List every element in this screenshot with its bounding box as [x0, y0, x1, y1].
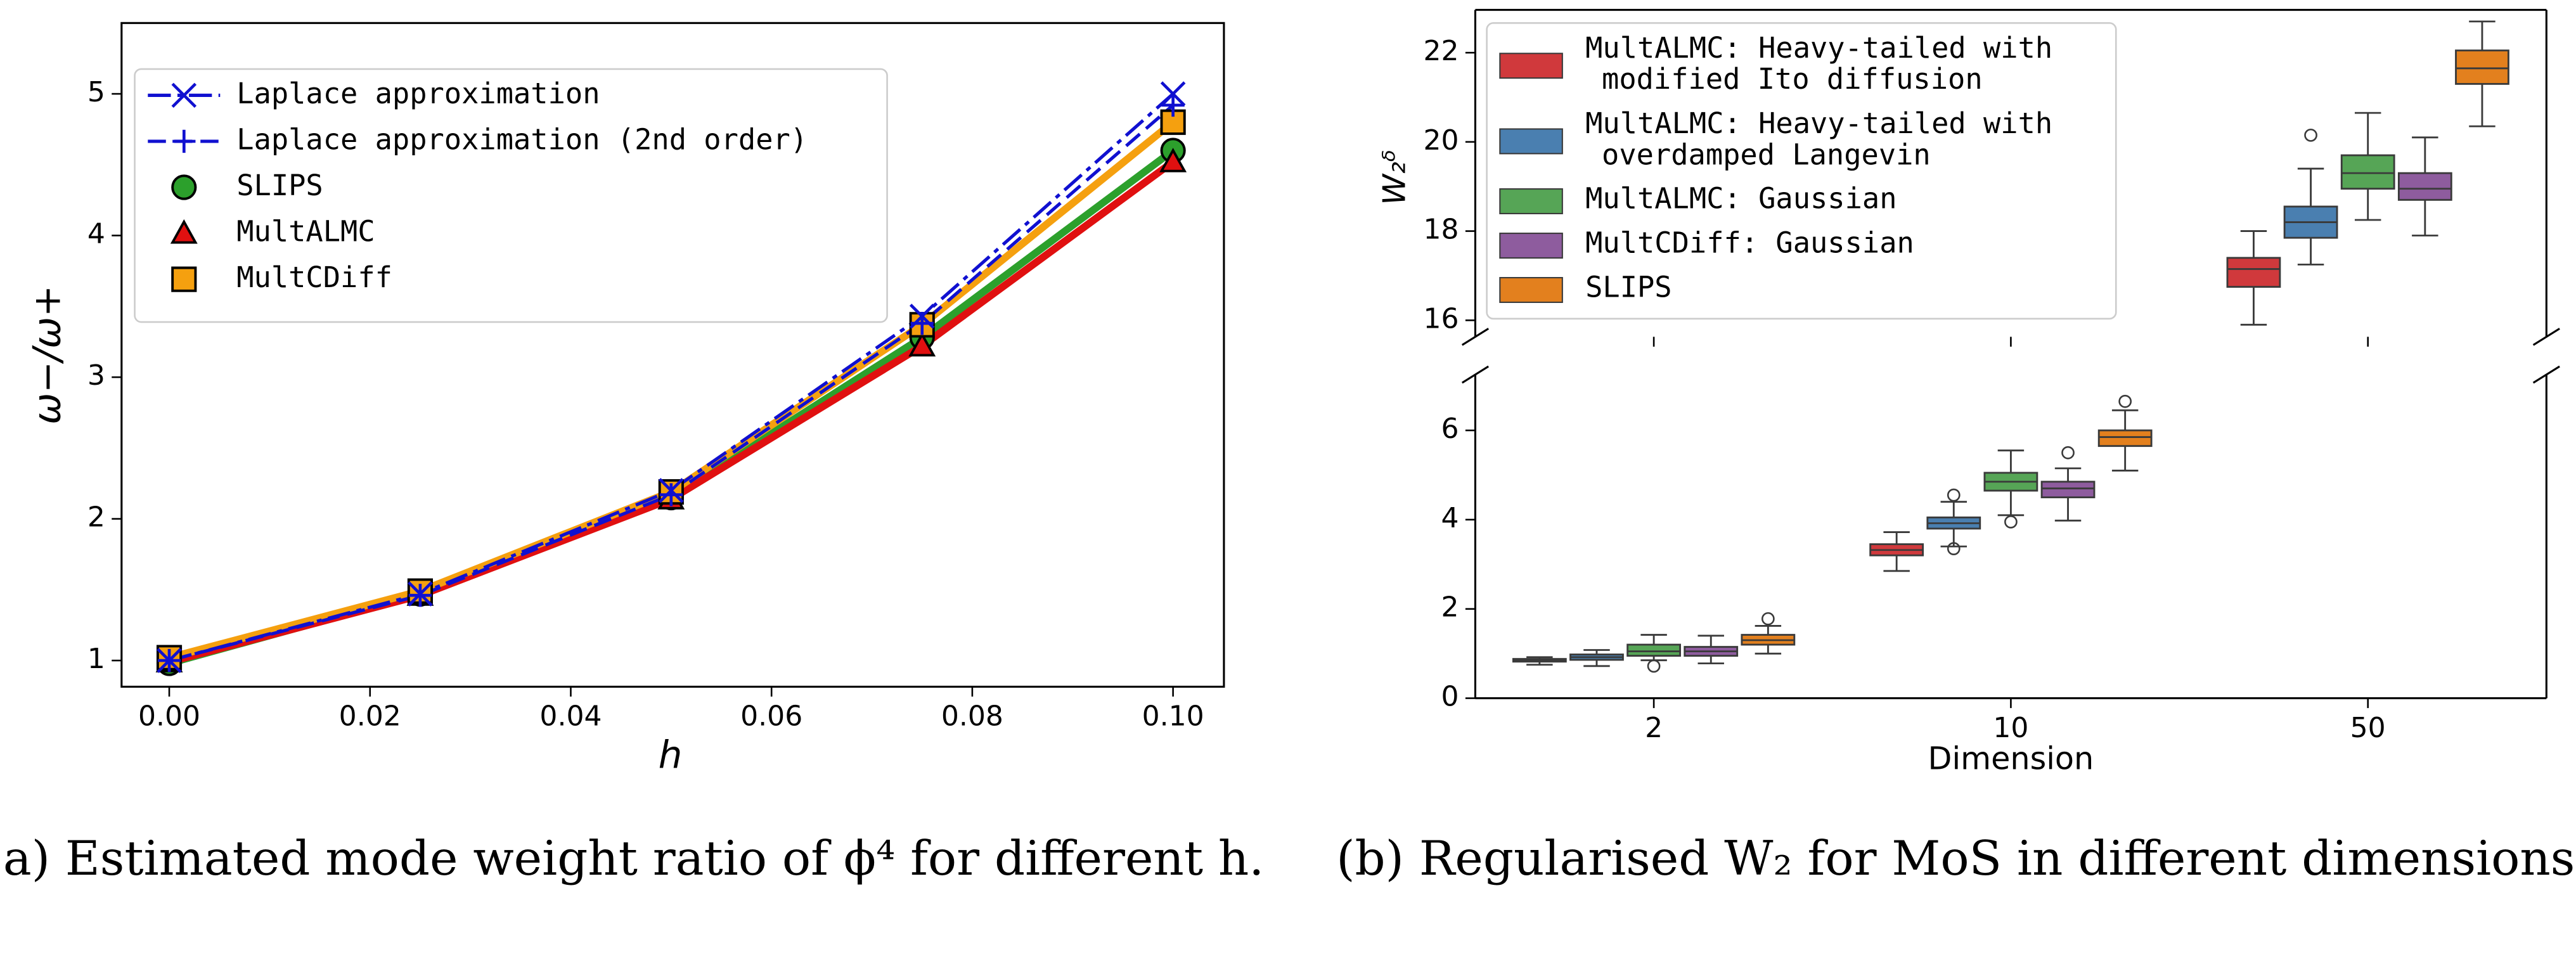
legend-label: Laplace approximation: [236, 77, 600, 110]
box: [1626, 643, 1681, 657]
legend-marker: [171, 82, 197, 108]
x-tick-label: 0.04: [539, 700, 602, 733]
marker: [1160, 109, 1186, 135]
y-tick-label: 3: [87, 359, 105, 392]
legend-label: MultALMC: Gaussian: [1585, 182, 1897, 216]
outlier: [1947, 542, 1961, 556]
legend-box: [1486, 22, 2117, 320]
x-tick-label: 0.10: [1142, 700, 1204, 733]
y-tick-label: 20: [1423, 124, 1459, 157]
legend-label: MultCDiff: Gaussian: [1585, 226, 1914, 260]
marker: [909, 304, 935, 329]
legend-label: SLIPS: [1585, 271, 1672, 304]
series-line: [169, 93, 1175, 662]
outlier: [2118, 394, 2132, 408]
caption: (b) Regularised W₂ for MoS in different …: [1336, 830, 2576, 886]
legend-patch: [1499, 277, 1563, 303]
marker: [1159, 148, 1187, 172]
plot-frame: [120, 22, 1225, 688]
x-axis-label: Dimension: [1928, 740, 2094, 777]
x-tick-label: 10: [1993, 712, 2028, 744]
legend-patch: [1499, 188, 1563, 215]
box: [2040, 480, 2096, 499]
legend-patch: [1499, 128, 1563, 155]
marker: [659, 483, 683, 506]
y-tick-label: 2: [87, 501, 105, 534]
y-tick-label: 16: [1423, 302, 1459, 335]
axis-break: [2532, 365, 2560, 384]
legend-label: Laplace approximation (2nd order): [236, 122, 808, 156]
y-axis-label: W₂ᵟ: [1376, 150, 1413, 205]
x-tick-label: 0.00: [138, 700, 200, 733]
x-tick-label: 50: [2350, 712, 2386, 744]
x-axis-label: h: [659, 733, 683, 777]
outlier: [1947, 488, 1961, 502]
y-tick-label: 6: [1441, 413, 1459, 445]
box: [2226, 257, 2281, 288]
marker: [1160, 81, 1186, 106]
legend-patch: [1499, 233, 1563, 259]
x-tick-label: 0.08: [941, 700, 1003, 733]
legend-marker: [170, 219, 198, 244]
outlier: [1761, 612, 1775, 626]
marker: [157, 648, 182, 673]
axis-break: [2532, 328, 2560, 346]
x-tick-label: 0.02: [339, 700, 401, 733]
marker: [908, 331, 936, 357]
y-tick-label: 4: [87, 218, 105, 250]
legend-box: [134, 68, 888, 323]
legend-label: MultALMC: [236, 215, 375, 248]
y-tick-label: 1: [87, 643, 105, 675]
outlier: [2304, 128, 2317, 142]
caption: (a) Estimated mode weight ratio of ϕ⁴ fo…: [0, 830, 1264, 886]
y-tick-label: 18: [1423, 214, 1459, 246]
x-tick-label: 0.06: [740, 700, 802, 733]
legend-label: SLIPS: [236, 169, 323, 202]
axis-break: [1461, 365, 1490, 384]
legend-marker: [171, 174, 197, 200]
legend-marker: [172, 129, 196, 153]
y-tick-label: 4: [1441, 502, 1459, 534]
box: [2455, 49, 2509, 85]
outlier: [1647, 659, 1661, 673]
legend-label: MultCDiff: [236, 261, 392, 294]
legend-label: MultALMC: Heavy-tailed with overdamped L…: [1585, 106, 2070, 171]
marker: [659, 478, 684, 503]
x-tick-label: 2: [1645, 712, 1663, 744]
legend-marker: [171, 266, 197, 292]
y-tick-label: 0: [1441, 681, 1459, 713]
marker: [1161, 93, 1185, 117]
y-tick-label: 5: [87, 76, 105, 108]
outlier: [2004, 515, 2018, 529]
y-tick-label: 2: [1441, 591, 1459, 624]
legend-patch: [1499, 53, 1563, 79]
box: [2340, 154, 2395, 190]
box: [2397, 172, 2452, 201]
marker: [408, 581, 433, 607]
outlier: [2061, 446, 2075, 460]
box: [2097, 429, 2153, 447]
y-axis-label: ω−/ω+: [25, 285, 69, 425]
legend-label: MultALMC: Heavy-tailed with modified Ito…: [1585, 30, 2070, 95]
axis-break: [1461, 328, 1490, 346]
y-tick-label: 22: [1423, 35, 1459, 67]
